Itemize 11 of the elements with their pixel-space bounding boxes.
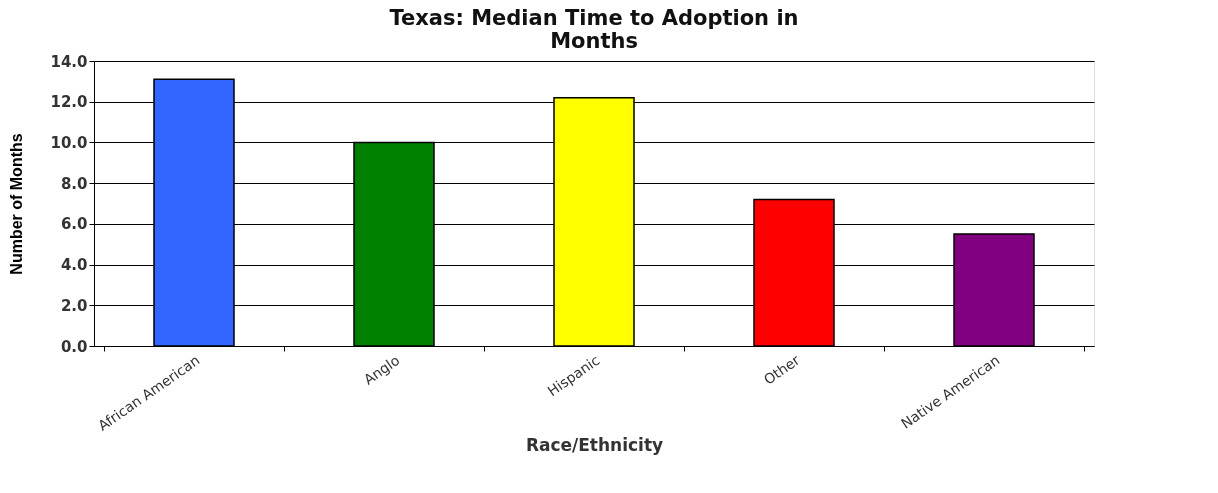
y-tick-label: 10.0 xyxy=(50,133,88,152)
y-axis-title: Number of Months xyxy=(8,133,26,275)
chart-title: Texas: Median Time to Adoption in Months xyxy=(389,6,799,53)
y-tick-label: 14.0 xyxy=(50,52,88,71)
x-axis-title: Race/Ethnicity xyxy=(525,434,664,455)
y-tick-label: 4.0 xyxy=(60,256,88,275)
y-tick-label: 2.0 xyxy=(60,296,88,315)
y-tick-label: 6.0 xyxy=(60,215,88,234)
y-tick-label: 0.0 xyxy=(60,337,88,356)
y-tick-label: 8.0 xyxy=(60,174,88,193)
y-tick-label: 12.0 xyxy=(50,93,88,112)
